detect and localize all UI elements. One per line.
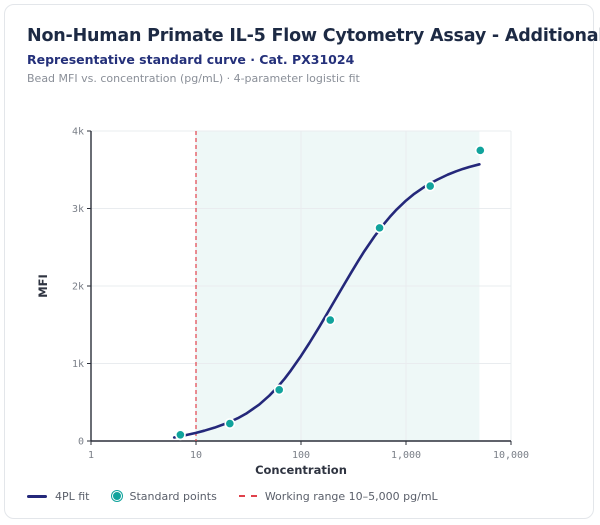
chart-legend: 4PL fit Standard points Working range 10… [27,488,460,504]
legend-points-label: Standard points [129,489,217,503]
point-marker-swatch [111,491,122,501]
standard-point [474,144,486,156]
fit-line-swatch [27,494,47,498]
legend-item-range: Working range 10–5,000 pg/mL [238,489,438,503]
chart-subtitle: Representative standard curve · Cat. PX3… [27,52,355,67]
standard-point [224,418,236,429]
x-tick-label: 10,000 [493,450,529,461]
standard-point [273,384,285,396]
legend-fit-label: 4PL fit [55,489,90,503]
standard-point [374,222,385,234]
x-tick-label: 10 [190,450,202,461]
legend-item-points: Standard points [111,489,217,503]
x-tick-label: 1,000 [391,450,421,461]
x-tick-label: 1 [88,450,94,461]
legend-item-fit: 4PL fit [27,490,90,503]
standard-point [174,429,186,441]
y-tick-label: 2k [72,282,84,293]
y-tick-label: 1k [72,359,84,370]
y-tick-label: 4k [72,127,84,138]
x-tick-label: 100 [292,450,310,461]
standard-point [324,314,336,326]
chart-title: Non-Human Primate IL-5 Flow Cytometry As… [27,26,600,46]
y-tick-label: 3k [72,204,84,215]
x-axis-title: Concentration [255,463,347,477]
legend-range-label: Working range 10–5,000 pg/mL [264,489,438,503]
chart-description: Bead MFI vs. concentration (pg/mL) · 4-p… [27,72,360,85]
dashed-line-swatch [238,495,257,497]
y-tick-label: 0 [78,437,84,448]
y-axis-title: MFI [36,274,50,298]
standard-point [424,180,436,192]
